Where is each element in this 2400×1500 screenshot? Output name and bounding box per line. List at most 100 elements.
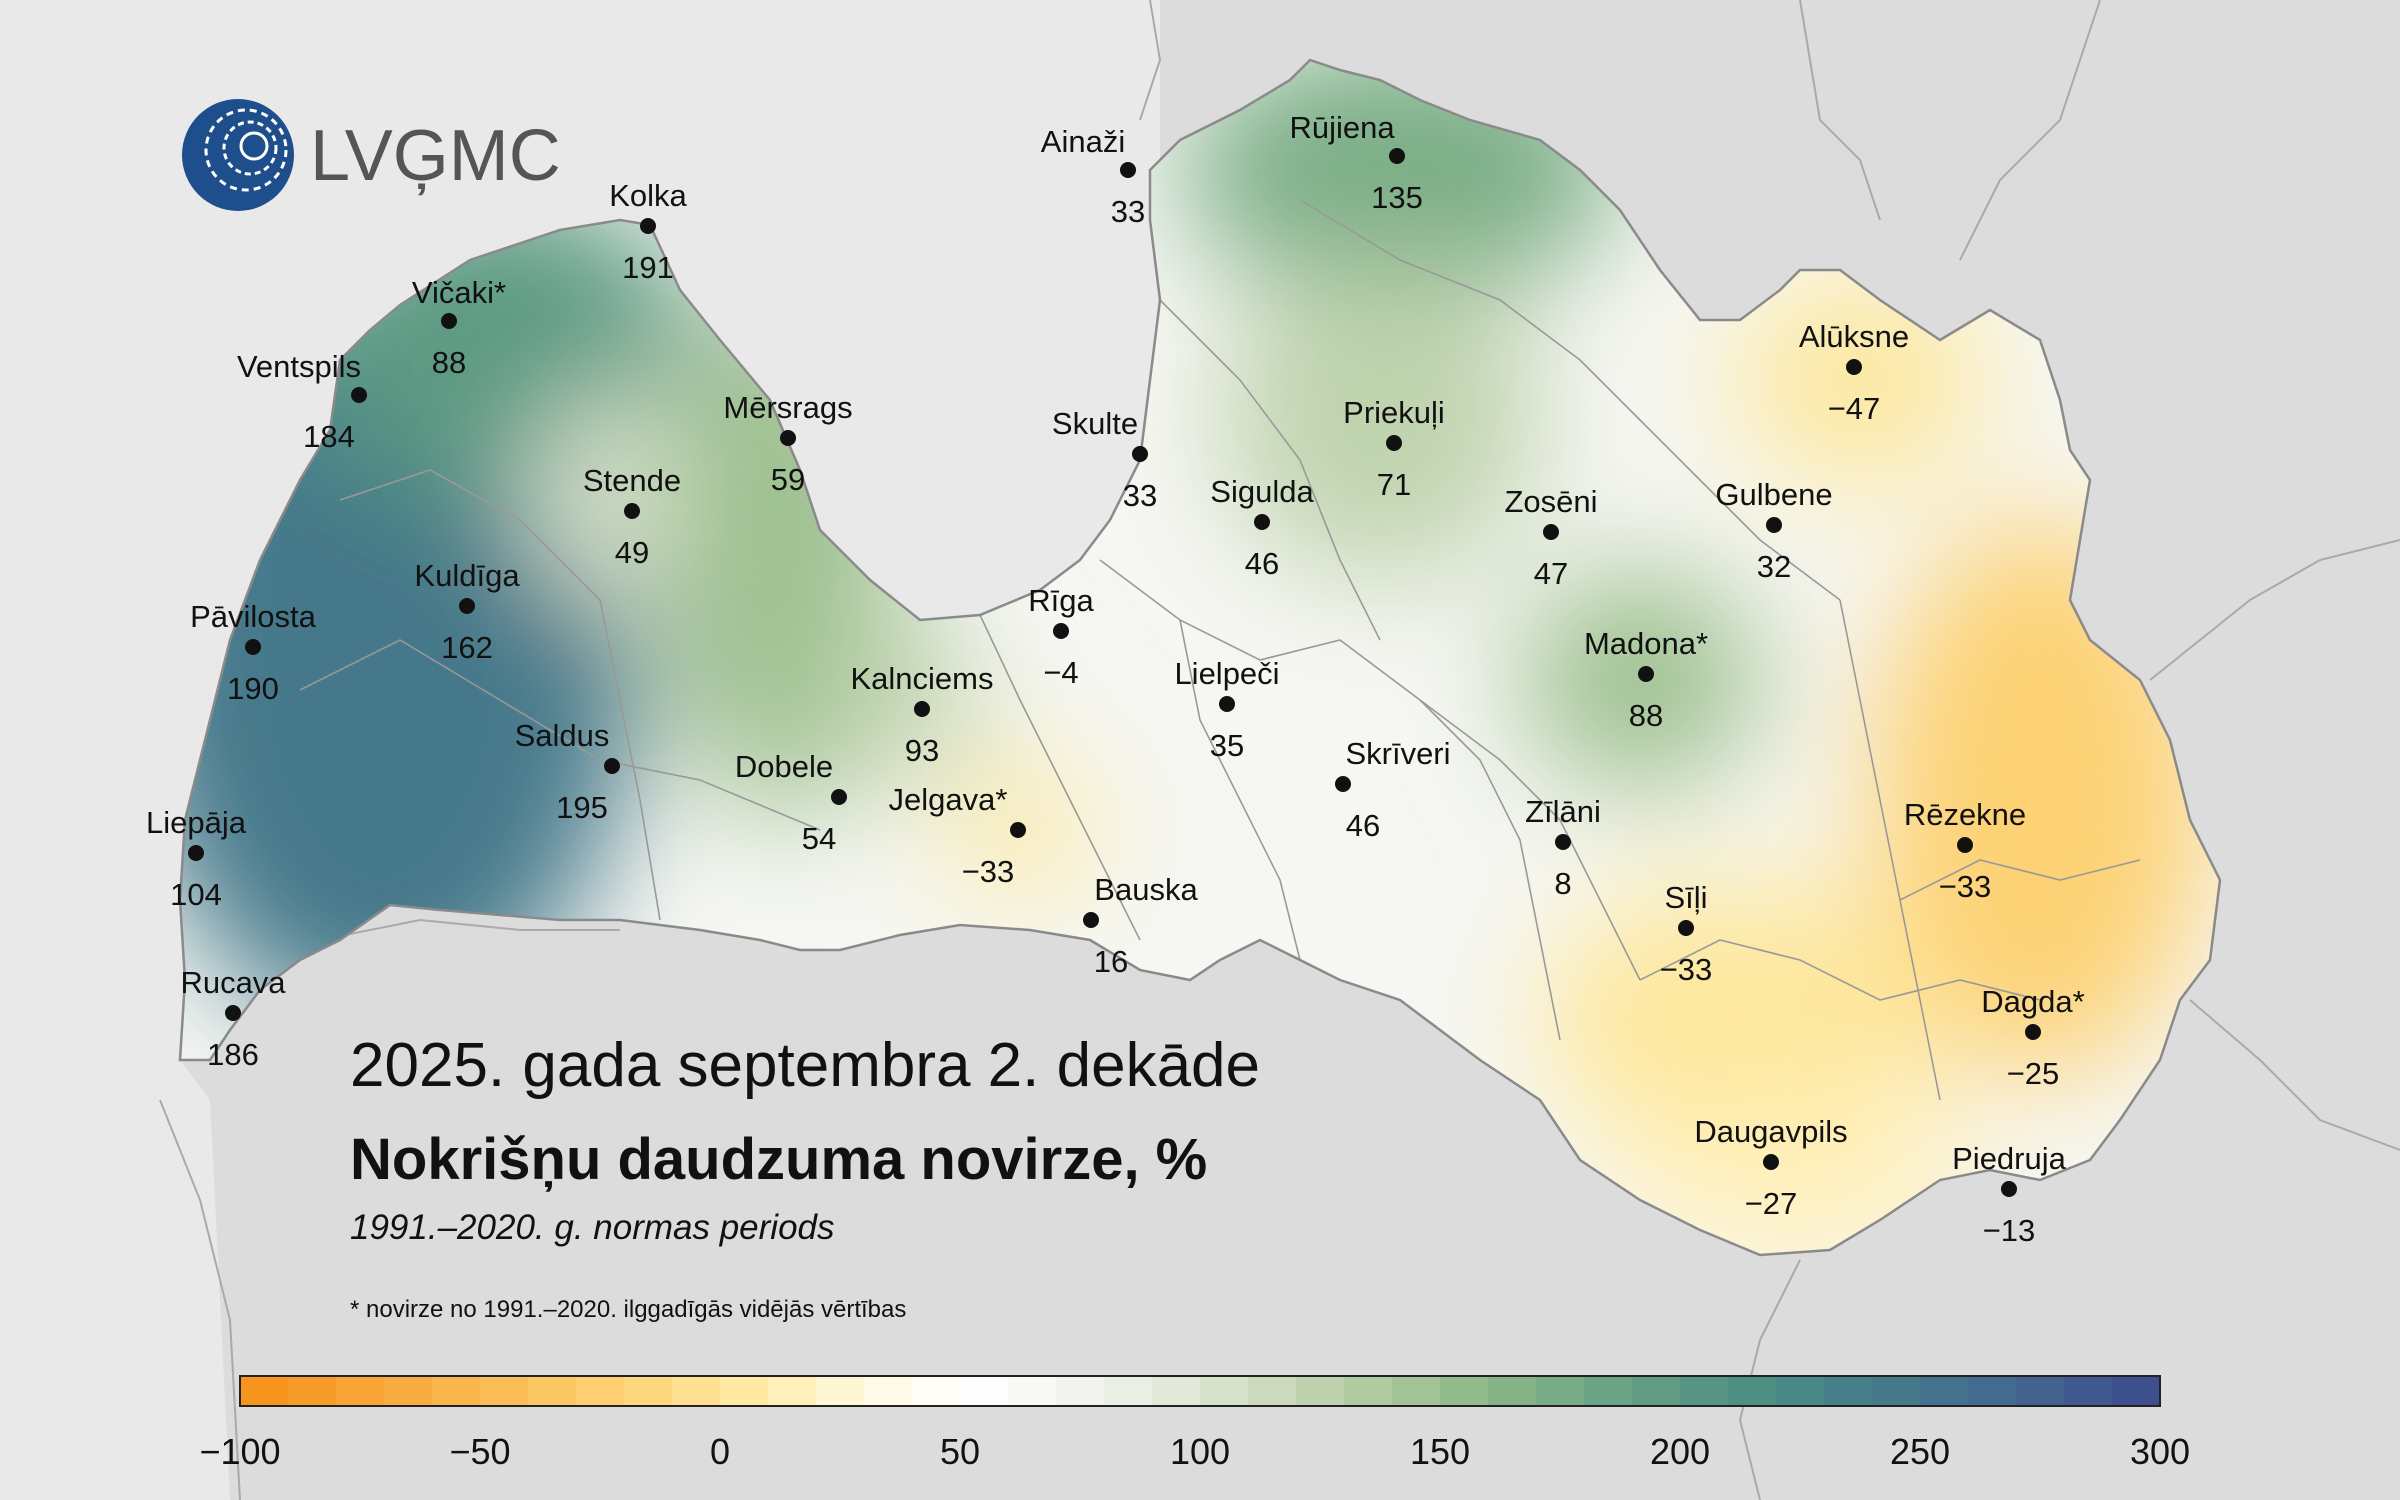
station-marker <box>604 758 620 774</box>
station-marker <box>1120 162 1136 178</box>
station: Zosēni 47 <box>1504 484 1597 591</box>
station-value: −25 <box>2007 1056 2060 1091</box>
station-marker <box>831 789 847 805</box>
station: Rucava 186 <box>180 965 286 1072</box>
station-marker <box>1766 517 1782 533</box>
station-value: 191 <box>622 250 674 285</box>
station-name: Ainaži <box>1041 124 1125 159</box>
colorbar-tick-label: 200 <box>1650 1431 1710 1472</box>
station-value: 195 <box>556 790 608 825</box>
colorbar-step <box>672 1376 721 1406</box>
station-name: Kolka <box>609 178 687 213</box>
colorbar-step <box>912 1376 961 1406</box>
station-value: −33 <box>1939 869 1992 904</box>
station: Alūksne −47 <box>1799 319 1909 426</box>
colorbar-step <box>1248 1376 1297 1406</box>
station-marker <box>1957 837 1973 853</box>
station: Ainaži 33 <box>1041 124 1145 229</box>
station-value: 32 <box>1757 549 1791 584</box>
station-value: 184 <box>303 419 355 454</box>
colorbar-frame <box>239 1375 2161 1407</box>
station: Priekuļi 71 <box>1343 395 1445 502</box>
station-name: Sīļi <box>1664 880 1707 915</box>
logo-text: LVĢMC <box>310 116 561 196</box>
station: Pāvilosta 190 <box>190 599 317 706</box>
station-marker <box>1132 446 1148 462</box>
station-value: 16 <box>1094 944 1128 979</box>
colorbar-step <box>528 1376 577 1406</box>
station-name: Bauska <box>1094 872 1198 907</box>
station-name: Lielpeči <box>1174 656 1279 691</box>
map-subtitle: 2025. gada septembra 2. dekāde <box>350 1031 1261 1100</box>
station-value: 186 <box>207 1037 259 1072</box>
station-marker <box>1219 696 1235 712</box>
station-value: 8 <box>1554 866 1571 901</box>
station-value: 190 <box>227 671 279 706</box>
station-value: 88 <box>432 345 466 380</box>
station-name: Sigulda <box>1210 474 1314 509</box>
municipality-borders <box>299 199 2141 1101</box>
station-name: Alūksne <box>1799 319 1909 354</box>
lvgmc-logo: LVĢMC <box>182 99 561 211</box>
station: Sīļi −33 <box>1660 880 1713 987</box>
station-name: Dobele <box>735 749 833 784</box>
station-name: Priekuļi <box>1343 395 1445 430</box>
colorbar-step <box>384 1376 433 1406</box>
station-value: −13 <box>1983 1213 2036 1248</box>
station: Liepāja 104 <box>146 805 247 912</box>
colorbar-step <box>1296 1376 1345 1406</box>
colorbar-step <box>1200 1376 1249 1406</box>
station-name: Dagda* <box>1981 984 2084 1019</box>
station-marker <box>441 313 457 329</box>
colorbar-step <box>1632 1376 1681 1406</box>
station-marker <box>780 430 796 446</box>
station-name: Rīga <box>1028 583 1094 618</box>
colorbar-step <box>576 1376 625 1406</box>
station-marker <box>640 218 656 234</box>
station-value: 46 <box>1346 808 1380 843</box>
colorbar-tick-label: −50 <box>449 1431 510 1472</box>
station-layer: Ainaži 33 Rūjiena 135 Kolka 191 Vičaki* 88 Vents… <box>146 110 2085 1248</box>
colorbar-step <box>1776 1376 1825 1406</box>
station: Rēzekne −33 <box>1904 797 2026 904</box>
station-marker <box>2025 1024 2041 1040</box>
station-value: −4 <box>1043 655 1078 690</box>
station-marker <box>1386 435 1402 451</box>
station-marker <box>2001 1181 2017 1197</box>
station: Bauska 16 <box>1083 872 1198 979</box>
station-name: Zīlāni <box>1525 794 1601 829</box>
station-value: 33 <box>1111 194 1145 229</box>
station-name: Mērsrags <box>723 390 852 425</box>
station: Ventspils 184 <box>237 349 367 454</box>
station-name: Vičaki* <box>412 275 506 310</box>
colorbar-step <box>432 1376 481 1406</box>
colorbar-step <box>1152 1376 1201 1406</box>
colorbar-step <box>960 1376 1009 1406</box>
station-name: Piedruja <box>1952 1141 2066 1176</box>
station-marker <box>1678 920 1694 936</box>
colorbar-step <box>1968 1376 2017 1406</box>
station-marker <box>351 387 367 403</box>
station-value: −33 <box>962 854 1015 889</box>
station: Lielpeči 35 <box>1174 656 1279 763</box>
logo-circle-icon <box>182 99 294 211</box>
station-value: 162 <box>441 630 493 665</box>
colorbar-tick-label: 250 <box>1890 1431 1950 1472</box>
station: Daugavpils −27 <box>1694 1114 1847 1221</box>
station-value: 54 <box>802 821 836 856</box>
station-name: Gulbene <box>1715 477 1832 512</box>
station-marker <box>1053 623 1069 639</box>
station: Kalnciems 93 <box>851 661 994 768</box>
station-value: 88 <box>1629 698 1663 733</box>
colorbar-step <box>1056 1376 1105 1406</box>
station-value: 35 <box>1210 728 1244 763</box>
colorbar-step <box>1104 1376 1153 1406</box>
station-name: Madona* <box>1584 626 1708 661</box>
colorbar-tick-label: 100 <box>1170 1431 1230 1472</box>
colorbar-tick-label: 0 <box>710 1431 730 1472</box>
station-name: Daugavpils <box>1694 1114 1847 1149</box>
colorbar-step <box>1920 1376 1969 1406</box>
station-name: Skrīveri <box>1345 736 1450 771</box>
station-name: Ventspils <box>237 349 361 384</box>
